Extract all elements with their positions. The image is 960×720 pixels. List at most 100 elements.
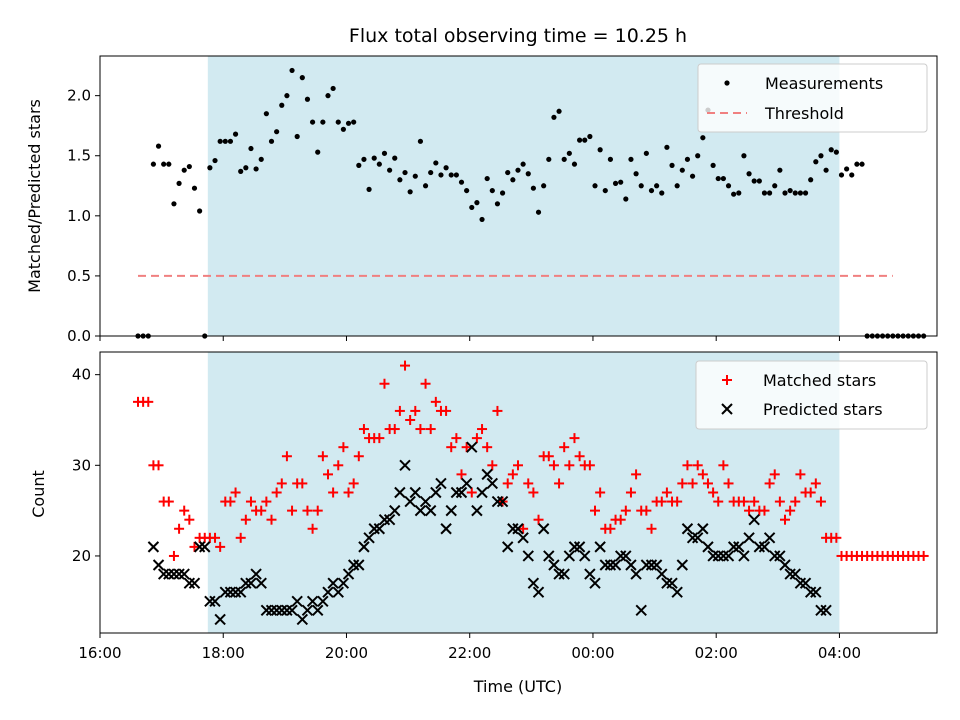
top-legend: Measurements Threshold [697,63,928,133]
measurement-point [669,162,675,168]
measurement-point [587,133,593,140]
measurement-point [238,168,244,174]
matched-star-point [358,424,369,435]
matched-star-point [287,505,298,516]
matched-star-point [631,469,642,480]
predicted-star-point [460,477,473,490]
measurement-point [633,171,639,177]
matched-star-point [210,532,221,543]
predicted-star-point [635,604,647,617]
predicted-star-point [234,586,247,598]
measurement-point [186,163,192,170]
predicted-star-point [650,559,663,571]
matched-star-point [317,451,328,462]
matched-star-point [518,523,529,534]
measurement-point [695,153,701,159]
measurement-point [577,137,583,143]
measurement-point [551,114,557,120]
predicted-star-point [337,577,350,589]
matched-star-point [646,523,657,534]
measurement-point [494,201,501,207]
measurement-point [325,93,331,99]
measurement-point [772,183,778,189]
predicted-star-point [276,604,288,617]
matched-star-point [697,469,708,480]
predicted-star-point [794,577,807,589]
measurement-point [150,161,157,167]
matched-star-point [738,496,749,507]
predicted-star-point [199,541,211,553]
predicted-star-point [229,586,242,598]
matched-star-point [415,424,426,435]
predicted-star-point [532,586,545,598]
matched-star-point [446,442,457,453]
measurement-point [345,120,352,126]
predicted-star-point [147,541,160,553]
predicted-star-point [168,568,180,580]
measurement-point [166,161,172,167]
matched-star-point [785,505,796,516]
matched-star-point [174,523,185,534]
predicted-star-point [507,523,519,535]
matched-star-point [225,496,236,507]
measurement-point [700,135,706,141]
measurement-point [248,145,254,152]
predicted-star-point [424,504,437,517]
y-tick-label: 0.5 [67,267,91,285]
matched-star-point [482,442,493,453]
measurement-point [489,187,495,194]
measurement-point [736,190,742,196]
measurement-point [602,187,608,194]
matched-star-point [569,433,580,444]
predicted-star-point [404,495,416,508]
measurement-point [592,183,598,189]
measurement-point [428,169,434,176]
predicted-star-point [214,613,226,626]
measurement-point [289,67,295,74]
matched-star-point [471,433,482,444]
predicted-star-point [769,550,781,562]
measurement-point [541,183,547,189]
measurement-point [499,190,506,196]
predicted-star-point [481,468,493,481]
legend-label-measurements: Measurements [765,74,883,93]
predicted-star-point [645,559,658,571]
predicted-star-point [553,568,565,580]
predicted-star-point [163,568,175,580]
predicted-star-point [250,568,262,580]
predicted-star-point [270,604,283,617]
predicted-star-point [301,604,314,617]
y-tick-label: 40 [72,366,91,384]
predicted-star-point [656,568,668,580]
predicted-star-point [517,532,529,544]
matched-star-point [656,496,667,507]
measurement-point [859,161,865,167]
predicted-star-point [671,586,683,598]
matched-star-point [266,514,277,525]
predicted-star-point [332,586,344,598]
predicted-star-point [260,604,273,617]
predicted-star-point [296,613,309,626]
matched-star-point [615,514,626,525]
matched-star-point [333,460,344,471]
matched-star-point [574,451,585,462]
measurement-point [191,185,198,191]
predicted-star-point [378,513,391,526]
predicted-star-point [306,595,319,607]
predicted-star-point [584,568,596,580]
x-tick-label: 02:00 [695,644,738,662]
measurement-point [407,189,413,195]
predicted-star-point [820,604,832,617]
predicted-star-point [157,568,170,580]
predicted-star-point [502,541,514,553]
predicted-star-point [630,568,642,580]
measurement-point [438,172,444,178]
measurement-point [751,178,757,184]
predicted-star-point [727,541,740,553]
x-tick-label: 22:00 [448,644,491,662]
predicted-star-point [625,559,637,571]
measurement-point [197,208,203,214]
matched-star-point [661,487,672,498]
predicted-star-point [224,586,237,598]
matched-star-point [528,487,539,498]
